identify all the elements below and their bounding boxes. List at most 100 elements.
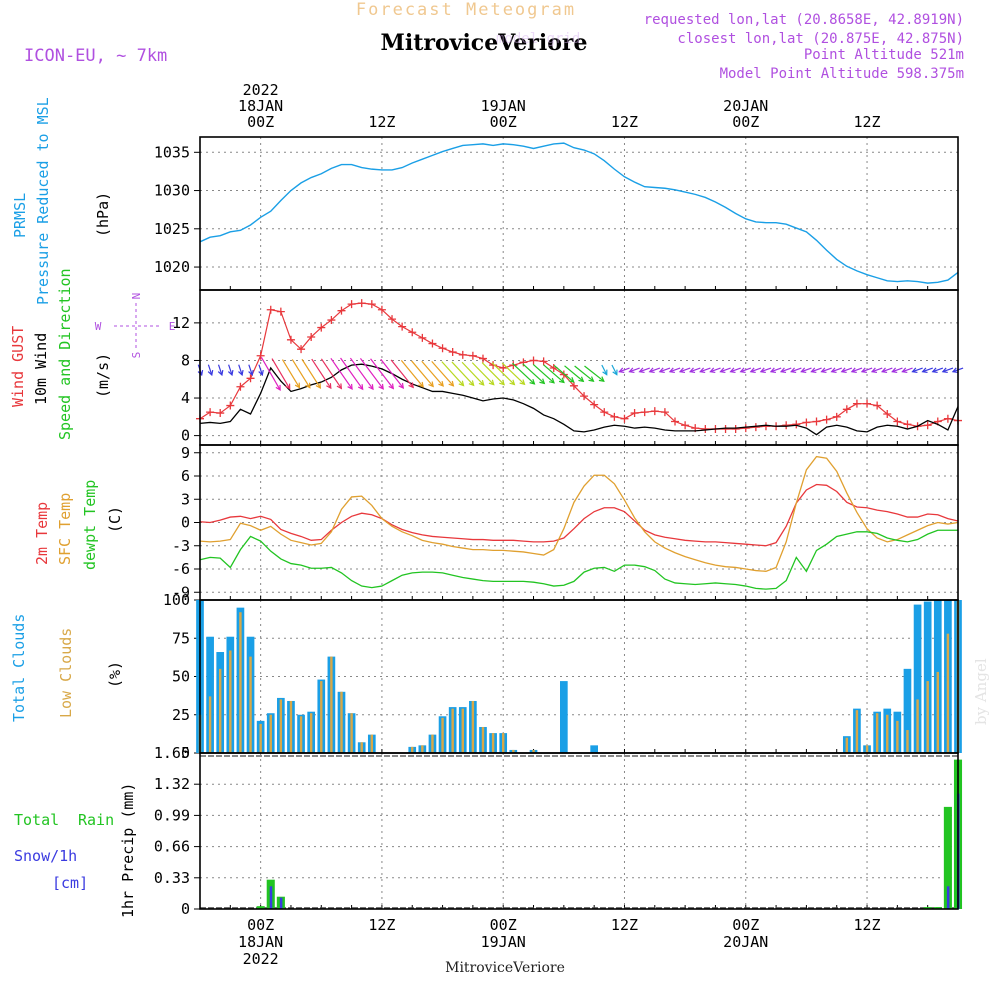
wind-arrow bbox=[720, 367, 731, 373]
wind-arrow-head bbox=[558, 377, 565, 384]
gust-marker bbox=[852, 399, 861, 408]
compass-rose: N S W E bbox=[95, 293, 176, 359]
gust-marker bbox=[681, 421, 690, 430]
bottom-time-label: 2022 bbox=[243, 950, 279, 968]
y-tick-label: 4 bbox=[181, 389, 190, 407]
wind-arrow-head bbox=[398, 382, 405, 389]
wind-line bbox=[199, 363, 959, 436]
wind-arrow-head bbox=[588, 376, 595, 382]
wind-arrow-head bbox=[820, 367, 827, 374]
low-cloud-bar bbox=[249, 656, 252, 753]
model-point-altitude: Model Point Altitude 598.375m bbox=[720, 66, 964, 82]
low-cloud-bar bbox=[299, 716, 303, 753]
y-tick-label: 1030 bbox=[154, 182, 190, 200]
point-altitude: Point Altitude 521m bbox=[804, 47, 964, 63]
total-cloud-bar bbox=[903, 668, 912, 753]
wind-arrow bbox=[258, 364, 263, 376]
wind-arrow-head bbox=[602, 369, 608, 376]
wind-arrow-head bbox=[612, 369, 618, 376]
wind-arrow-head bbox=[830, 367, 837, 374]
location-title: MitroviceVeriore bbox=[381, 30, 588, 56]
rain-label: Rain bbox=[78, 811, 114, 829]
wind-unit: (m/s) bbox=[94, 353, 112, 398]
y-tick-label: 9 bbox=[181, 444, 190, 462]
wind-arrow bbox=[584, 365, 605, 382]
panel-2: -9 -6 -3 0 3 6 9 bbox=[172, 444, 959, 601]
wind-arrow bbox=[207, 364, 213, 376]
low-cloud-bar bbox=[229, 650, 232, 753]
wind-arrow bbox=[260, 356, 281, 391]
wind-arrow-head bbox=[810, 367, 817, 374]
sfc-label: SFC Temp bbox=[56, 493, 74, 565]
wind-arrow-head bbox=[921, 367, 928, 374]
gust-marker bbox=[478, 354, 487, 363]
total-cloud-bar bbox=[923, 601, 932, 753]
wind-arrow-head bbox=[488, 379, 495, 386]
wind-arrow bbox=[871, 367, 883, 373]
wind-arrow-head bbox=[860, 367, 867, 374]
low-cloud-bar bbox=[896, 720, 899, 753]
low-cloud-bar bbox=[340, 691, 343, 753]
wind-arrow-head bbox=[911, 367, 918, 374]
wind-arrow bbox=[851, 367, 863, 373]
gust-marker bbox=[792, 420, 801, 429]
y-tick-label: 1020 bbox=[154, 258, 190, 276]
snow-bar bbox=[946, 886, 950, 909]
dewpt-line bbox=[199, 529, 958, 590]
gust-marker bbox=[812, 417, 821, 426]
gust-marker bbox=[630, 409, 639, 418]
wind-arrow-head bbox=[931, 367, 938, 374]
wind-arrow-head bbox=[699, 367, 706, 374]
top-time-label: 12Z bbox=[853, 113, 880, 131]
gust-marker bbox=[367, 300, 376, 309]
wind-arrow-head bbox=[779, 367, 787, 374]
wind-arrow bbox=[639, 367, 650, 373]
wind-arrow-head bbox=[217, 369, 224, 377]
gust-marker bbox=[559, 370, 568, 379]
temp-unit: (C) bbox=[106, 506, 124, 533]
wind-arrow-head bbox=[709, 367, 716, 374]
wind-arrow bbox=[629, 367, 640, 373]
snow-label: Snow/1h bbox=[14, 847, 77, 865]
low-cloud-bar bbox=[431, 734, 434, 753]
wind-arrow bbox=[471, 362, 495, 386]
bottom-time-label: 19JAN bbox=[481, 933, 526, 951]
wind-arrow bbox=[543, 364, 565, 383]
low-cloud-bar bbox=[501, 733, 505, 753]
rain-bar bbox=[256, 906, 265, 909]
y-tick-label: 12 bbox=[172, 314, 190, 332]
wind-arrow bbox=[932, 367, 944, 373]
wind-arrow-head bbox=[448, 380, 455, 387]
wind-arrow bbox=[481, 362, 505, 386]
wind-arrow bbox=[601, 364, 608, 375]
compass-n: N bbox=[130, 293, 143, 300]
bottom-time-label: 00Z bbox=[490, 916, 517, 934]
top-time-label: 00Z bbox=[732, 113, 759, 131]
wind-arrow bbox=[912, 367, 923, 373]
wind-arrow bbox=[902, 367, 913, 373]
panel-1: 0 4 8 12 bbox=[172, 290, 959, 445]
low-clouds-label: Low Clouds bbox=[57, 628, 75, 718]
wind-arrow bbox=[431, 360, 454, 387]
wind-arrow bbox=[501, 362, 525, 385]
gust-marker bbox=[398, 322, 407, 331]
wind-arrow bbox=[359, 357, 384, 390]
gust-marker bbox=[206, 408, 215, 417]
gust-marker bbox=[246, 374, 255, 383]
wind-arrow bbox=[340, 357, 364, 390]
wind-arrow bbox=[320, 358, 342, 389]
low-cloud-bar bbox=[491, 733, 495, 753]
closest-coords-prefix: model grid bbox=[496, 31, 580, 47]
top-time-label: 18JAN bbox=[238, 97, 283, 115]
wind-arrow bbox=[770, 367, 782, 373]
total-cloud-bar bbox=[206, 636, 214, 753]
precip-panel-labels: Total Rain Snow/1h [cm] 1hr Precip (mm) bbox=[14, 783, 137, 918]
snow-unit-label: [cm] bbox=[52, 874, 88, 892]
low-cloud-bar bbox=[309, 713, 313, 753]
gust-marker bbox=[761, 422, 770, 431]
total-cloud-bar bbox=[559, 681, 568, 753]
gust-marker bbox=[489, 361, 498, 370]
y-tick-label: 3 bbox=[181, 490, 190, 508]
wind-arrow-head bbox=[315, 382, 322, 390]
